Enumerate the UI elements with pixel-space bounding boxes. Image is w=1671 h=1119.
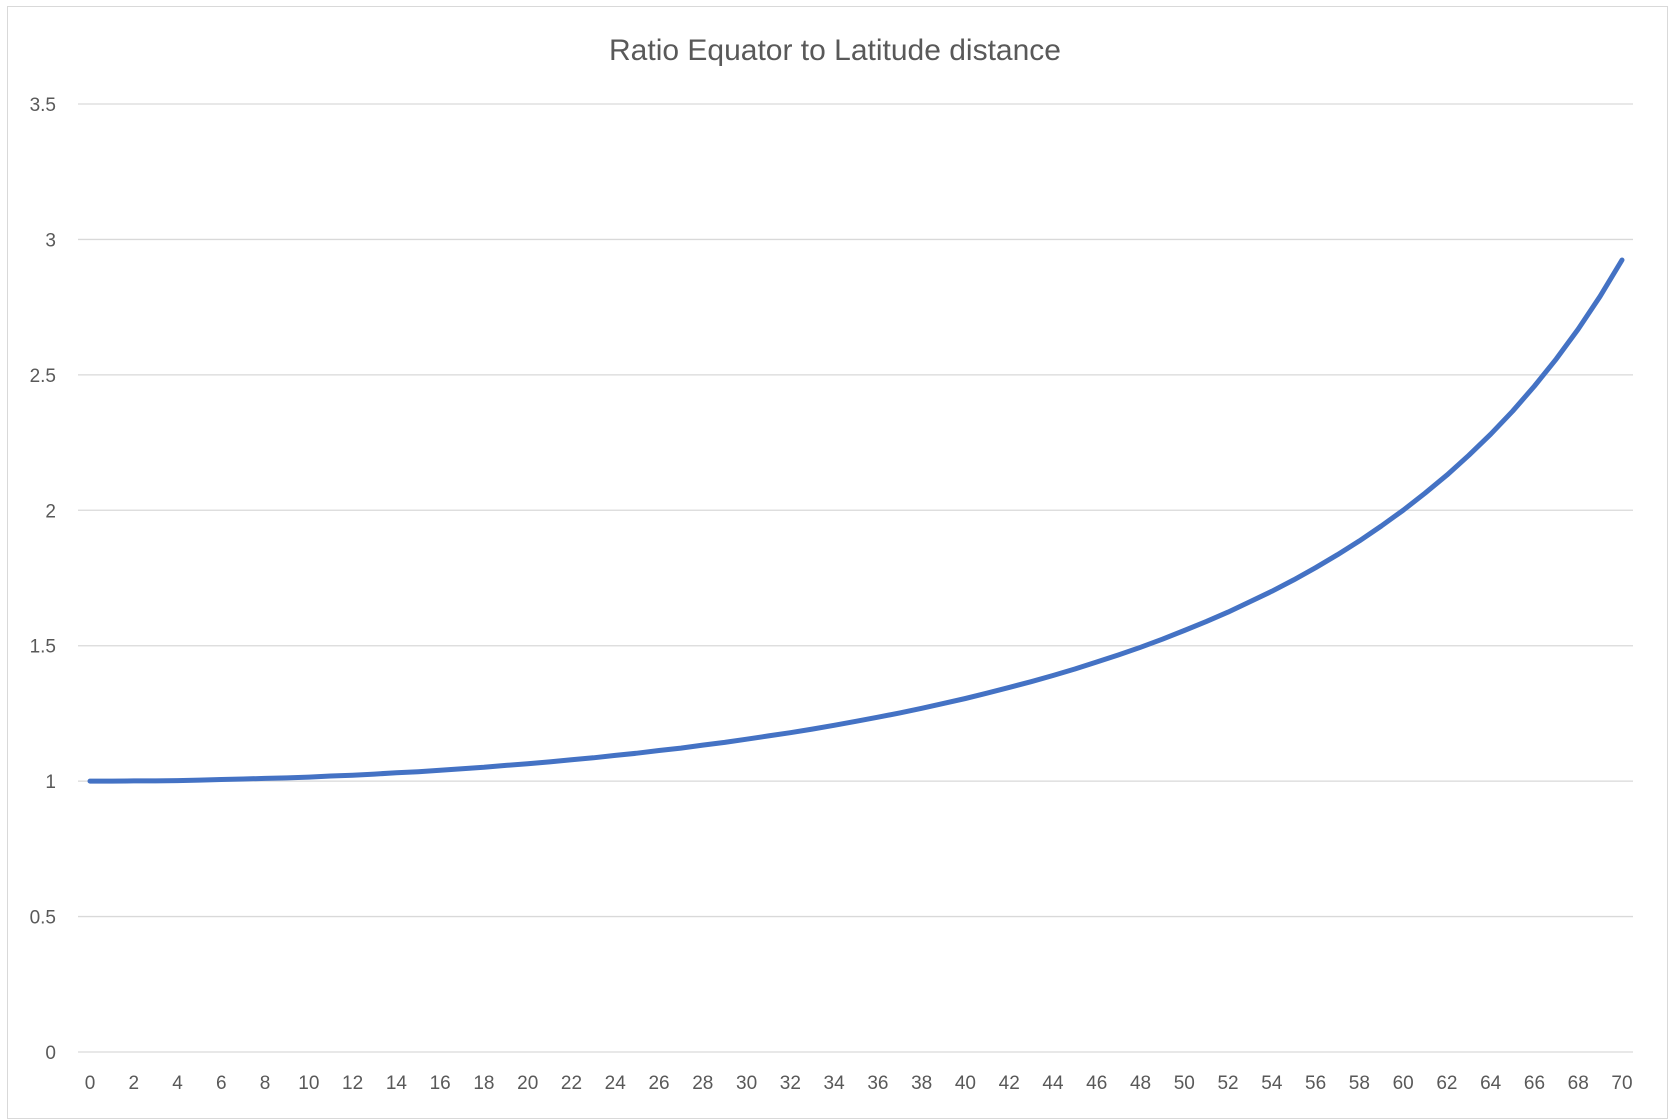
x-tick-label: 60: [1393, 1073, 1414, 1094]
y-tick-label: 1: [45, 772, 56, 793]
y-tick-label: 1.5: [30, 637, 56, 658]
x-tick-label: 54: [1261, 1073, 1283, 1094]
x-tick-label: 38: [911, 1073, 932, 1094]
x-tick-label: 56: [1305, 1073, 1326, 1094]
x-tick-label: 10: [298, 1073, 319, 1094]
x-tick-label: 16: [430, 1073, 451, 1094]
chart-area[interactable]: [7, 6, 1668, 1119]
x-tick-label: 2: [128, 1073, 139, 1094]
x-tick-label: 24: [605, 1073, 627, 1094]
x-tick-label: 42: [999, 1073, 1020, 1094]
x-tick-label: 32: [780, 1073, 801, 1094]
x-tick-label: 66: [1524, 1073, 1545, 1094]
x-tick-label: 64: [1480, 1073, 1502, 1094]
x-tick-label: 22: [561, 1073, 582, 1094]
x-tick-label: 26: [648, 1073, 669, 1094]
x-tick-label: 68: [1568, 1073, 1589, 1094]
x-tick-label: 4: [172, 1073, 183, 1094]
x-tick-label: 40: [955, 1073, 976, 1094]
x-tick-label: 18: [473, 1073, 494, 1094]
gridlines: [78, 103, 1633, 1053]
x-tick-label: 36: [867, 1073, 888, 1094]
x-tick-label: 14: [386, 1073, 408, 1094]
series-line[interactable]: [87, 257, 1625, 784]
x-tick-label: 28: [692, 1073, 713, 1094]
chart-title: Ratio Equator to Latitude distance: [609, 34, 1061, 67]
y-tick-label: 3.5: [30, 95, 56, 116]
x-tick-label: 70: [1611, 1073, 1632, 1094]
x-tick-label: 44: [1042, 1073, 1064, 1094]
x-tick-label: 58: [1349, 1073, 1370, 1094]
x-tick-label: 30: [736, 1073, 757, 1094]
y-tick-label: 0.5: [30, 908, 56, 929]
x-tick-label: 48: [1130, 1073, 1151, 1094]
y-tick-label: 2: [45, 501, 56, 522]
plot-area: [87, 257, 1625, 784]
x-tick-label: 0: [85, 1073, 96, 1094]
x-tick-label: 46: [1086, 1073, 1107, 1094]
y-tick-label: 3: [45, 230, 56, 251]
y-axis-labels: 0 0.5 1 1.5 2 2.5 3 3.5: [30, 95, 56, 1064]
x-tick-label: 52: [1217, 1073, 1238, 1094]
x-tick-label: 12: [342, 1073, 363, 1094]
x-tick-label: 34: [824, 1073, 846, 1094]
x-tick-label: 8: [260, 1073, 271, 1094]
x-tick-label: 20: [517, 1073, 538, 1094]
x-tick-label: 6: [216, 1073, 227, 1094]
y-tick-label: 2.5: [30, 366, 56, 387]
x-tick-label: 50: [1174, 1073, 1195, 1094]
x-axis-labels: 0 2 4 6 8 10 12 14 16 18 20 22 24 26 28 30 32 34 36 38 40 42 4…: [85, 1073, 1633, 1094]
x-tick-label: 62: [1436, 1073, 1457, 1094]
y-tick-label: 0: [45, 1043, 56, 1064]
